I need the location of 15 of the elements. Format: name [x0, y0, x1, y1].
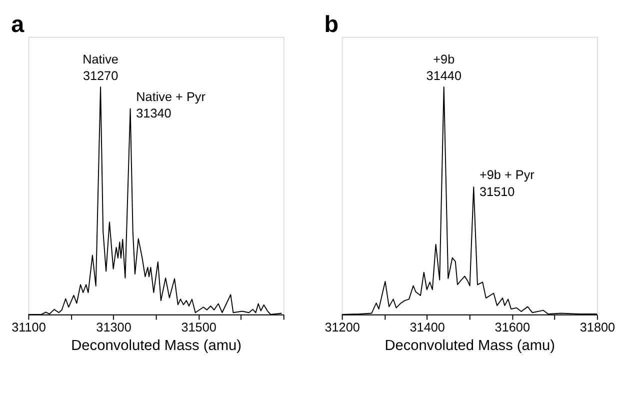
chart-title: b — [324, 11, 338, 38]
chart-title: a — [11, 11, 26, 38]
x-tick-label: 31600 — [494, 320, 530, 334]
x-axis-title: Deconvoluted Mass (amu) — [71, 338, 242, 354]
x-axis-title: Deconvoluted Mass (amu) — [384, 338, 556, 354]
annotation: +9b + Pyr 31510 — [479, 168, 534, 199]
annotation: Native + Pyr 31340 — [136, 90, 206, 121]
x-tick-label: 31100 — [12, 320, 46, 334]
x-tick-label: 31400 — [410, 320, 445, 334]
x-tick-label: 31500 — [181, 320, 216, 334]
annotation: +9b 31440 — [426, 52, 462, 84]
x-tick-label: 31300 — [96, 320, 132, 334]
x-tick-label: 31200 — [324, 320, 360, 334]
x-tick-label: 31800 — [580, 320, 616, 334]
annotation: Native 31270 — [82, 52, 118, 84]
